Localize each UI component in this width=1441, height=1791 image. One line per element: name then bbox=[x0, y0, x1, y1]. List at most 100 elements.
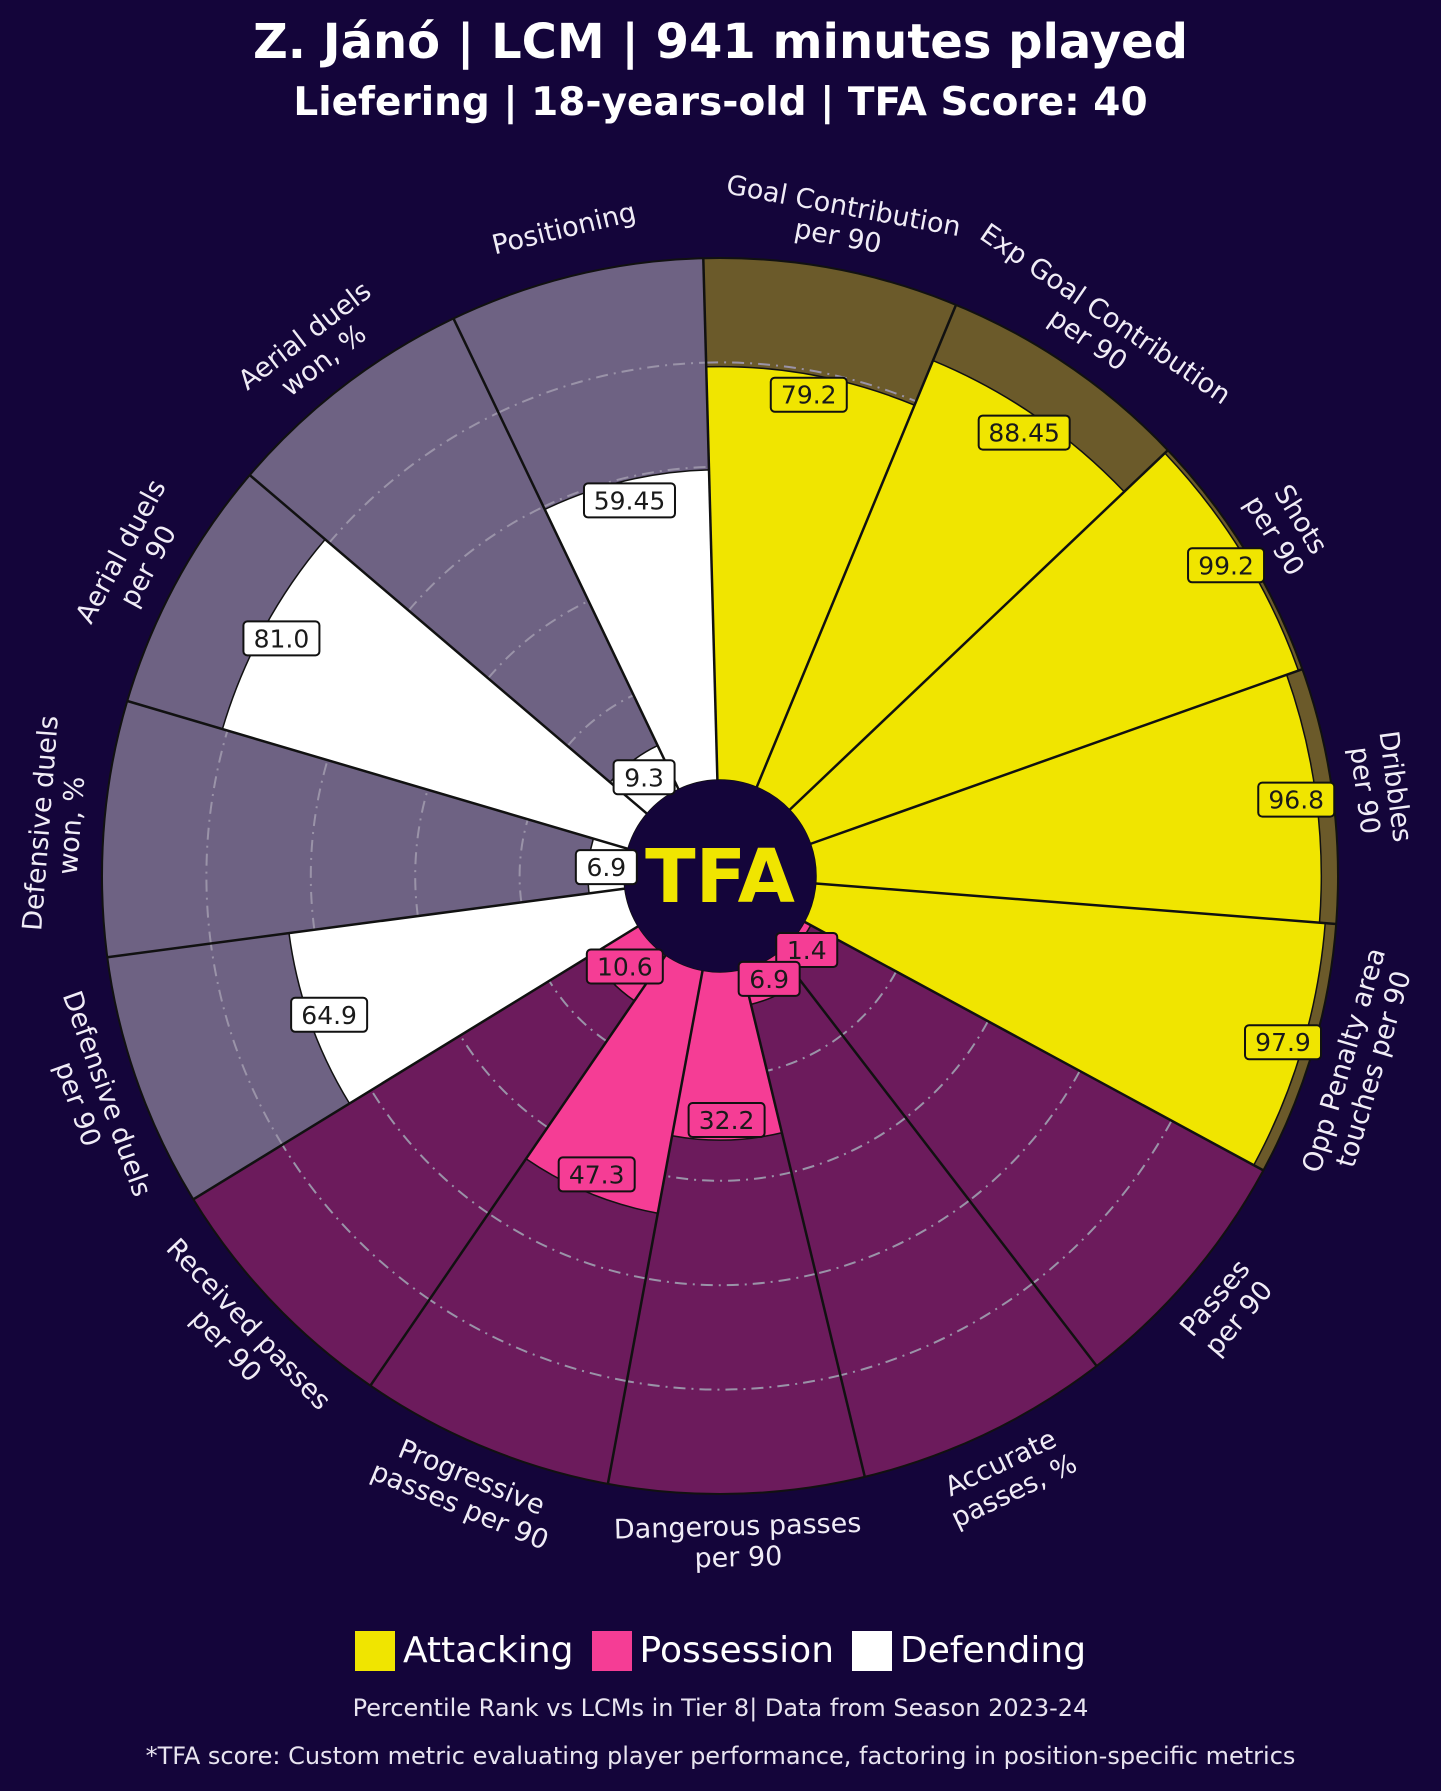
gridline-60-received-passes-per-90 bbox=[370, 1089, 490, 1215]
gridline-80-received-passes-per-90 bbox=[281, 1144, 431, 1301]
outer-ring bbox=[101, 257, 1339, 1495]
metric-label-line-positioning-0: Positioning bbox=[489, 197, 639, 262]
gridline-40-received-passes-per-90 bbox=[459, 1034, 549, 1129]
divider-12 bbox=[126, 699, 629, 851]
divider-6 bbox=[777, 951, 1098, 1367]
chart-title: Z. Jánó | LCM | 941 minutes played bbox=[252, 14, 1189, 70]
wedge-dividers bbox=[101, 257, 1339, 1495]
gridline-60-positioning bbox=[543, 465, 709, 508]
divider-10 bbox=[192, 925, 639, 1201]
value-label-goal-contribution-per-90: 79.2 bbox=[769, 376, 848, 413]
footnote-percentile: Percentile Rank vs LCMs in Tier 8| Data … bbox=[352, 1694, 1089, 1722]
value-label-dribbles-per-90: 96.8 bbox=[1257, 781, 1336, 818]
value-label-text-opp-penalty-area-touches-per-90: 97.9 bbox=[1255, 1028, 1311, 1057]
value-label-box-passes-per-90 bbox=[775, 931, 839, 968]
divider-7 bbox=[741, 969, 867, 1478]
metric-label-line-dangerous-passes-per-90-0: Dangerous passes bbox=[613, 1508, 861, 1546]
legend-item-defending: Defending bbox=[852, 1630, 1086, 1671]
legend-swatch-attacking bbox=[354, 1630, 395, 1671]
divider-14 bbox=[452, 317, 680, 790]
value-label-box-shots-per-90 bbox=[1187, 547, 1266, 584]
gridline-20-aerial-duels-won bbox=[566, 694, 634, 747]
value-label-dangerous-passes-per-90: 32.2 bbox=[687, 1101, 766, 1138]
value-label-text-progressive-passes-per-90: 47.3 bbox=[569, 1160, 625, 1189]
value-label-text-dribbles-per-90: 96.8 bbox=[1268, 786, 1324, 815]
gridline-80-positioning bbox=[498, 361, 707, 414]
value-label-box-exp-goal-contribution-per-90 bbox=[977, 414, 1071, 451]
legend-label-attacking: Attacking bbox=[402, 1630, 574, 1671]
center-logo: TFA bbox=[624, 780, 816, 972]
gridline-60-aerial-duels-won bbox=[407, 505, 544, 612]
divider-0 bbox=[702, 258, 719, 781]
legend-label-possession: Possession bbox=[639, 1630, 835, 1671]
value-wedge-opp-penalty-area-touches-per-90 bbox=[803, 882, 1327, 1167]
value-label-received-passes-per-90: 10.6 bbox=[585, 948, 664, 985]
divider-1 bbox=[755, 304, 958, 788]
gridline-20-passes-per-90 bbox=[841, 970, 898, 1036]
legend-swatch-defending bbox=[852, 1630, 893, 1671]
value-label-text-shots-per-90: 99.2 bbox=[1198, 551, 1254, 580]
gridline-80-dangerous-passes-per-90 bbox=[626, 1374, 841, 1391]
gridline-60-progressive-passes-per-90 bbox=[487, 1212, 646, 1280]
value-label-text-received-passes-per-90: 10.6 bbox=[597, 952, 653, 981]
background-wedge-aerial-duels-won bbox=[249, 318, 679, 814]
value-label-box-defensive-duels-per-90 bbox=[290, 996, 369, 1033]
value-label-aerial-duels-per-90: 81.0 bbox=[242, 620, 321, 657]
gridline-20-defensive-duels-won bbox=[518, 818, 529, 903]
value-label-accurate-passes: 6.9 bbox=[737, 960, 801, 997]
value-label-box-received-passes-per-90 bbox=[585, 948, 664, 985]
value-label-defensive-duels-per-90: 64.9 bbox=[290, 996, 369, 1033]
gridline-40-accurate-passes bbox=[791, 1116, 907, 1174]
legend-label-defending: Defending bbox=[900, 1630, 1087, 1671]
gridline-20-accurate-passes bbox=[766, 1034, 843, 1072]
value-label-box-opp-penalty-area-touches-per-90 bbox=[1244, 1024, 1323, 1061]
gridline-80-goal-contribution-per-90 bbox=[706, 361, 917, 403]
background-wedge-dangerous-passes-per-90 bbox=[607, 969, 865, 1495]
metric-label-line-defensive-duels-won-1: won, % bbox=[53, 775, 92, 876]
chart-subtitle: Liefering | 18-years-old | TFA Score: 40 bbox=[293, 80, 1148, 125]
gridline-40-defensive-duels-won bbox=[414, 789, 429, 917]
gridline-80-defensive-duels-per-90 bbox=[209, 943, 284, 1146]
value-label-box-accurate-passes bbox=[737, 960, 801, 997]
center-circle bbox=[624, 780, 816, 972]
legend-swatch-possession bbox=[591, 1630, 632, 1671]
value-wedge-dribbles-per-90 bbox=[809, 673, 1322, 924]
gridline-80-progressive-passes-per-90 bbox=[428, 1298, 628, 1383]
pizza-chart: TFA 79.2 88.45 99.2 96.8 97.9 1.46.9 32.2 47.3 1… bbox=[17, 169, 1418, 1574]
gridline-60-passes-per-90 bbox=[968, 1070, 1081, 1202]
value-label-box-progressive-passes-per-90 bbox=[557, 1156, 636, 1193]
divider-13 bbox=[248, 474, 648, 815]
gridline-40-aerial-duels-won bbox=[487, 600, 589, 679]
metric-label-defensive-duels-won: Defensive duelswon, % bbox=[17, 714, 96, 934]
divider-4 bbox=[815, 882, 1337, 926]
value-label-passes-per-90: 1.4 bbox=[775, 931, 839, 968]
divider-2 bbox=[788, 449, 1169, 811]
value-label-text-goal-contribution-per-90: 79.2 bbox=[781, 381, 837, 410]
metric-label-goal-contribution-per-90: Goal Contributionper 90 bbox=[718, 169, 963, 273]
divider-5 bbox=[803, 920, 1264, 1172]
gridline-80-aerial-duels-won bbox=[328, 411, 499, 544]
divider-11 bbox=[107, 887, 625, 959]
gridline-80-defensive-duels-won bbox=[205, 730, 229, 944]
value-label-exp-goal-contribution-per-90: 88.45 bbox=[977, 414, 1071, 451]
value-label-text-aerial-duels-won: 9.3 bbox=[624, 763, 664, 792]
value-label-box-aerial-duels-won bbox=[612, 759, 676, 796]
value-label-box-goal-contribution-per-90 bbox=[769, 376, 848, 413]
footnote-tfa-score: *TFA score: Custom metric evaluating pla… bbox=[145, 1742, 1296, 1770]
divider-9 bbox=[369, 954, 667, 1387]
background-wedge-defensive-duels-won bbox=[102, 700, 628, 958]
value-label-opp-penalty-area-touches-per-90: 97.9 bbox=[1244, 1024, 1323, 1061]
value-label-positioning: 59.45 bbox=[582, 482, 676, 519]
gridline-80-passes-per-90 bbox=[1032, 1120, 1173, 1284]
gridline-20-received-passes-per-90 bbox=[548, 980, 608, 1043]
background-wedge-received-passes-per-90 bbox=[193, 926, 666, 1386]
gridline-60-accurate-passes bbox=[815, 1199, 970, 1275]
value-label-aerial-duels-won: 9.3 bbox=[612, 759, 676, 796]
background-wedge-accurate-passes bbox=[742, 952, 1097, 1477]
divider-3 bbox=[810, 668, 1303, 846]
value-label-box-aerial-duels-per-90 bbox=[242, 620, 321, 657]
value-wedge-shots-per-90 bbox=[788, 452, 1300, 845]
value-label-text-exp-goal-contribution-per-90: 88.45 bbox=[988, 419, 1060, 448]
value-label-box-positioning bbox=[582, 482, 676, 519]
gridline-80-accurate-passes bbox=[840, 1282, 1034, 1377]
